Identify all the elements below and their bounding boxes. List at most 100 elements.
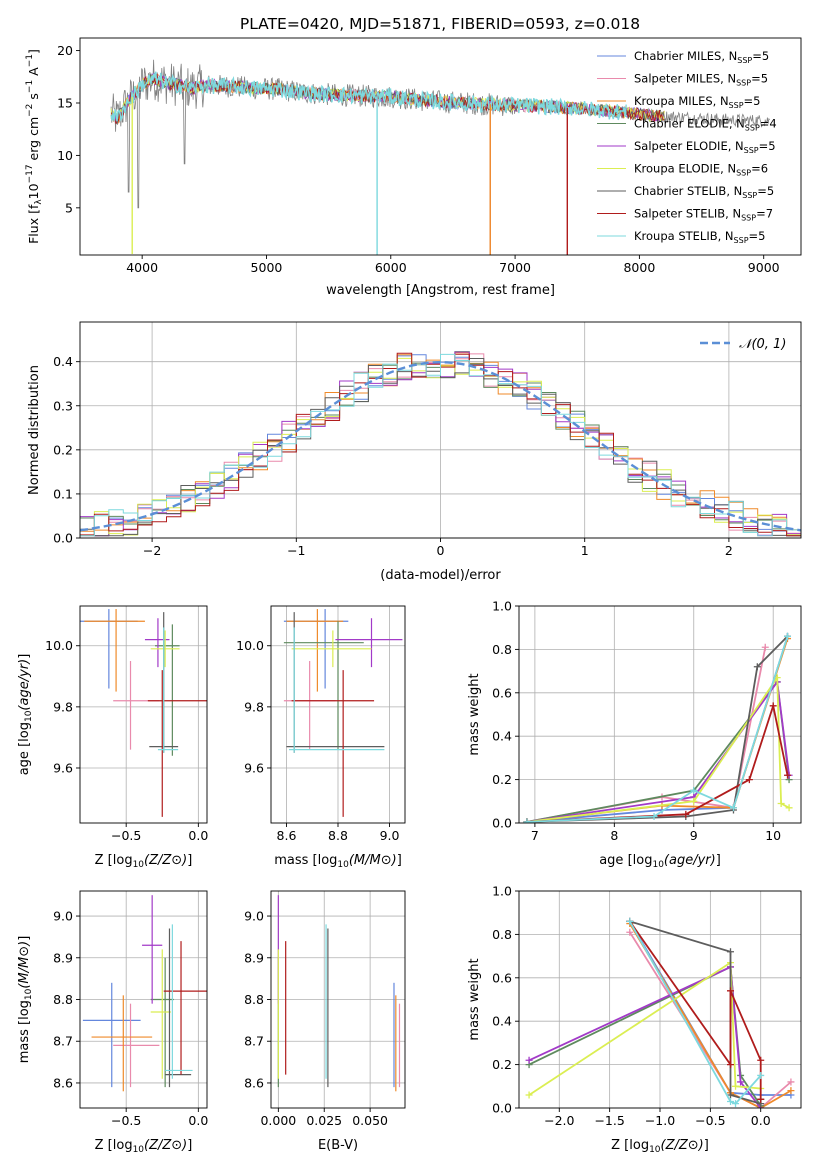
y-tick-label: 8.9	[244, 950, 264, 965]
y-axis-label-exp2: −2	[25, 104, 35, 117]
x-tick-label: 5000	[251, 260, 283, 275]
y-tick-label: 8.7	[53, 1034, 73, 1049]
y-tick-label: 0.2	[492, 772, 512, 787]
weight-marker	[690, 797, 698, 805]
x-axis-label-sub: 10	[649, 1145, 661, 1155]
x-tick-label: −0.5	[111, 828, 141, 843]
y-tick-label: 8.6	[244, 1075, 264, 1090]
weight-line-kroupa-miles	[629, 923, 792, 1108]
model-kroupa-stelib	[110, 71, 627, 122]
weight-marker	[757, 1071, 765, 1079]
legend-sub: SSP	[737, 56, 752, 65]
axes-frame	[79, 37, 802, 256]
weight-marker	[690, 786, 698, 794]
errorbar-salpeter-elodie	[142, 895, 163, 1004]
weight-marker	[727, 987, 734, 995]
x-tick-label: 8.8	[328, 828, 348, 843]
y-axis-label-text: age [log	[17, 722, 32, 775]
legend-label-kroupa-stelib: Kroupa STELIB, NSSP=5	[634, 229, 765, 245]
legend-sub: SSP	[745, 124, 760, 133]
y-tick-label: 0.6	[492, 685, 512, 700]
errorbar-kroupa-miles	[84, 609, 145, 692]
weight-marker	[737, 1078, 745, 1086]
y-tick-label: 0.0	[492, 1101, 512, 1116]
x-tick-label: 9.0	[380, 828, 400, 843]
x-axis-label-tail: ]	[187, 853, 192, 868]
x-axis-label-body: (age/yr)	[664, 853, 716, 868]
x-axis-label-tail: ]	[704, 1138, 709, 1153]
y-axis-label-exp4: −1	[25, 54, 35, 67]
y-axis-label-sub: 10	[24, 710, 34, 722]
y-tick-label: 0.4	[492, 1014, 512, 1029]
errorbar-chabrier-miles	[82, 982, 141, 1088]
y-tick-label: 0.8	[492, 927, 512, 942]
y-tick-label: 10	[57, 148, 73, 163]
weight-lines	[523, 632, 793, 823]
legend-label-chabrier-stelib: Chabrier STELIB, NSSP=5	[634, 184, 774, 200]
x-axis-label-body: (Z/Z⊙)	[144, 853, 187, 868]
legend-sub: SSP	[736, 169, 751, 178]
x-tick-label: 8.6	[277, 828, 297, 843]
weight-marker	[682, 810, 690, 818]
x-tick-label: 6000	[375, 260, 407, 275]
y-tick-label: 8.9	[53, 950, 73, 965]
weight-line-salpeter-elodie	[526, 679, 790, 823]
x-tick-label: 8	[610, 828, 618, 843]
weight-marker	[787, 1087, 795, 1095]
x-axis-label-sub: 10	[133, 860, 145, 870]
y-tick-label: 0.0	[53, 531, 73, 546]
x-axis-label-tail: ]	[716, 853, 721, 868]
panel-ebv-mass: 0.000 0.025 0.050 8.6 8.7 8.8 8.9 9.0 E(B-V)	[244, 890, 406, 1153]
y-tick-label: 8.6	[53, 1075, 73, 1090]
weight-marker	[727, 1097, 734, 1105]
y-tick-label: 9.6	[244, 760, 264, 775]
legend-count: =7	[756, 207, 773, 221]
y-axis-label-unit: 10	[26, 183, 41, 199]
weight-marker	[727, 1091, 734, 1099]
weight-marker	[727, 1061, 734, 1069]
x-axis-label-body: (Z/Z⊙)	[144, 1138, 187, 1153]
y-tick-label: 0.4	[492, 729, 512, 744]
y-tick-label: 0.0	[492, 816, 512, 831]
legend-count: =6	[751, 162, 768, 176]
weight-marker	[769, 702, 777, 710]
y-tick-label: 0.4	[53, 354, 73, 369]
y-tick-label: 0.6	[492, 970, 512, 985]
x-tick-label: −1.0	[645, 1113, 675, 1128]
x-axis-label-body: (M/M⊙)	[349, 853, 397, 868]
legend-text: Kroupa STELIB, N	[634, 229, 734, 243]
weight-line-salpeter-elodie	[528, 965, 762, 1108]
x-tick-label: 4000	[126, 260, 158, 275]
axes-frame	[518, 605, 802, 824]
errorbar-salpeter-miles	[283, 661, 336, 750]
weight-marker	[745, 776, 753, 784]
panel-z-weight: −2.0 −1.5 −1.0 −0.5 0.0 0.0 0.2 0.4 0.6 0.8 1.0 Z […	[467, 884, 802, 1155]
weight-marker	[785, 804, 793, 812]
errorbar-salpeter-stelib	[163, 941, 207, 1075]
weight-marker	[753, 663, 761, 671]
x-tick-label: −1	[287, 543, 305, 558]
panel-residuals: −2 −1 0 1 2 0.0 0.1 0.2 0.3 0.4 (data-model)/error…	[27, 321, 802, 583]
x-axis-label-text: Z [log	[95, 853, 133, 868]
x-axis-label-text: age [log	[599, 853, 652, 868]
y-tick-label: 1.0	[492, 599, 512, 614]
legend-text: Kroupa ELODIE, N	[634, 162, 736, 176]
y-tick-label: 9.8	[244, 699, 264, 714]
y-axis-label-text: Flux [f	[26, 204, 41, 244]
legend-label-chabrier-miles: Chabrier MILES, NSSP=5	[634, 49, 769, 65]
weight-line-kroupa-stelib	[629, 920, 762, 1105]
legend-sub: SSP	[734, 236, 749, 245]
y-tick-label: 0.2	[492, 1057, 512, 1072]
errorbar-chabrier-stelib	[165, 928, 192, 1088]
y-tick-label: 0.1	[53, 486, 73, 501]
x-tick-label: 0	[437, 543, 445, 558]
y-axis-label: mass [log10(M/M⊙)]	[17, 936, 34, 1064]
legend-text: Salpeter MILES, N	[634, 72, 736, 86]
spectrum-lines	[110, 59, 770, 255]
x-tick-label: 9	[690, 828, 698, 843]
legend-text: Chabrier STELIB, N	[634, 184, 742, 198]
y-axis-label-close: ]	[26, 49, 41, 54]
x-axis-label-body: (Z/Z⊙)	[661, 1138, 704, 1153]
y-axis-label: mass weight	[467, 958, 482, 1040]
